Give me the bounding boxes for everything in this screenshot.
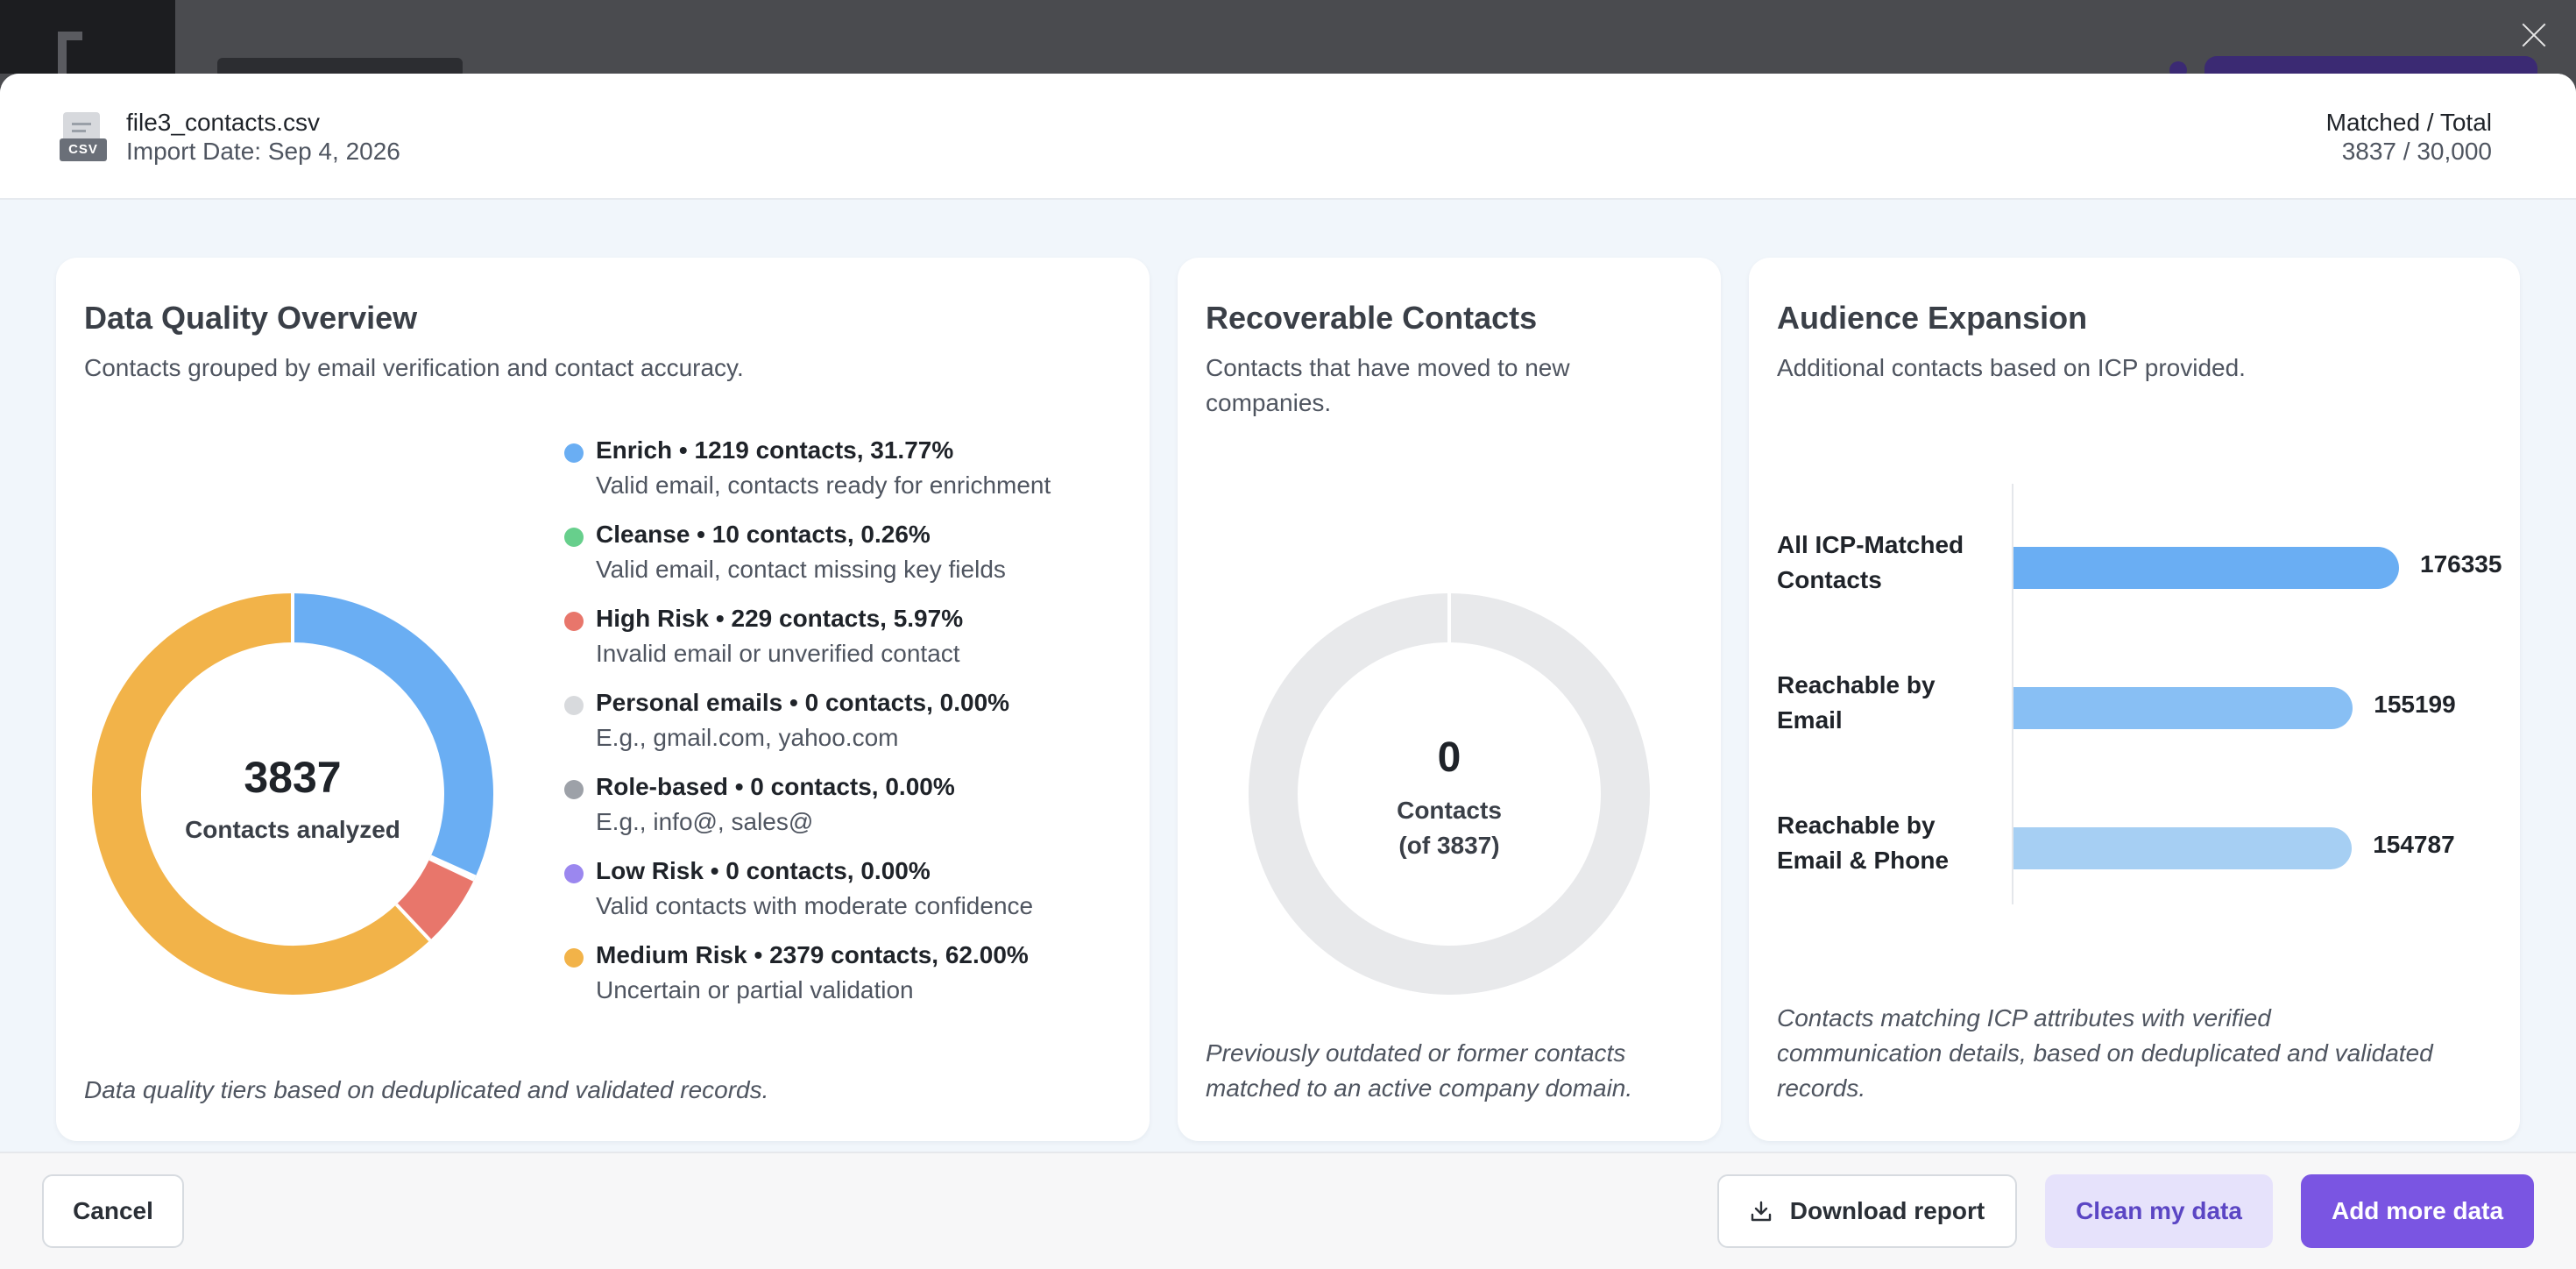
legend-description: Uncertain or partial validation	[596, 976, 914, 1003]
import-date: Import Date: Sep 4, 2026	[126, 138, 400, 165]
legend-dot-icon	[564, 528, 584, 547]
download-report-label: Download report	[1789, 1197, 1985, 1224]
close-icon[interactable]	[2516, 18, 2551, 53]
donut-center-value: 3837	[244, 753, 341, 802]
legend-description: Valid email, contact missing key fields	[596, 556, 1006, 583]
donut-center-label: Contacts analyzed	[185, 816, 400, 843]
download-icon	[1751, 1201, 1771, 1222]
legend-description: E.g., info@, sales@	[596, 808, 814, 835]
legend-description: Valid contacts with moderate confidence	[596, 892, 1034, 919]
legend-meta: • 10 contacts, 0.26%	[690, 521, 931, 548]
legend-description: Valid email, contacts ready for enrichme…	[596, 471, 1051, 499]
legend-dot-icon	[564, 948, 584, 968]
donut-slice-separator	[428, 857, 475, 882]
legend-meta: • 229 contacts, 5.97%	[709, 605, 964, 632]
bar-label: All ICP-Matched Contacts	[1777, 531, 1964, 593]
background-page-title	[217, 58, 463, 79]
legend-item: Personal emails • 0 contacts, 0.00% E.g.,…	[561, 685, 1139, 769]
bar-row: All ICP-Matched Contacts 176335	[1777, 528, 2513, 598]
data-quality-legend: Enrich • 1219 contacts, 31.77% Valid emai…	[561, 433, 1139, 1022]
legend-dot-icon	[564, 696, 584, 715]
donut-slice-separator	[394, 903, 432, 942]
add-more-data-button[interactable]: Add more data	[2301, 1174, 2534, 1248]
recoverable-contacts-card: Recoverable Contacts Contacts that have …	[1178, 258, 1721, 1141]
bar-label: Reachable by Email & Phone	[1777, 812, 1950, 874]
legend-name: Cleanse	[596, 521, 690, 548]
matched-total-label: Matched / Total	[2325, 109, 2492, 136]
legend-dot-icon	[564, 612, 584, 631]
bar	[2013, 687, 2353, 729]
donut-empty-ring	[1249, 593, 1650, 995]
card-title: Audience Expansion	[1777, 300, 2088, 336]
legend-item: Low Risk • 0 contacts, 0.00% Valid contac…	[561, 854, 1139, 938]
file-name: file3_contacts.csv	[126, 109, 320, 136]
data-quality-card: Data Quality Overview Contacts grouped b…	[56, 258, 1150, 1141]
legend-item: Cleanse • 10 contacts, 0.26% Valid email,…	[561, 517, 1139, 601]
card-footnote: Contacts matching ICP attributes with ve…	[1777, 1004, 2433, 1102]
card-subtitle: Additional contacts based on ICP provide…	[1777, 354, 2246, 381]
legend-item: Enrich • 1219 contacts, 31.77% Valid emai…	[561, 433, 1139, 517]
bar-value: 154787	[2373, 831, 2455, 858]
legend-name: High Risk	[596, 605, 710, 632]
legend-dot-icon	[564, 443, 584, 463]
legend-meta: • 1219 contacts, 31.77%	[672, 436, 954, 464]
bar	[2013, 827, 2353, 869]
import-summary-modal: CSV file3_contacts.csv Import Date: Sep …	[0, 74, 2576, 1269]
donut-center-sublabel: (of 3837)	[1398, 832, 1499, 859]
card-footnote: Previously outdated or former contacts m…	[1206, 1039, 1633, 1102]
recoverable-donut-chart: 0 Contacts (of 3837)	[1249, 592, 1650, 995]
legend-name: Personal emails	[596, 689, 783, 716]
donut-slice-medium-risk	[92, 593, 430, 995]
legend-dot-icon	[564, 864, 584, 883]
donut-slice-separator	[429, 854, 477, 879]
donut-slice-enrich	[292, 593, 493, 877]
legend-item: Medium Risk • 2379 contacts, 62.00% Uncer…	[561, 938, 1139, 1022]
legend-description: E.g., gmail.com, yahoo.com	[596, 724, 899, 751]
donut-center-value: 0	[1438, 734, 1461, 781]
modal-header: CSV file3_contacts.csv Import Date: Sep …	[0, 74, 2576, 200]
legend-dot-icon	[564, 780, 584, 799]
data-quality-donut-chart: 3837 Contacts analyzed	[92, 593, 493, 995]
legend-name: Enrich	[596, 436, 673, 464]
bar-value: 155199	[2374, 691, 2456, 718]
card-title: Data Quality Overview	[84, 300, 418, 336]
bar-row: Reachable by Email & Phone 154787	[1777, 808, 2513, 878]
card-title: Recoverable Contacts	[1206, 300, 1538, 336]
bar-axis	[2012, 484, 2013, 904]
legend-meta: • 2379 contacts, 62.00%	[747, 941, 1029, 968]
donut-slice-high-risk	[395, 858, 475, 940]
app-logo	[0, 0, 175, 74]
modal-footer: Cancel Download report Clean my data Add…	[0, 1152, 2576, 1269]
cancel-button[interactable]: Cancel	[42, 1174, 184, 1248]
audience-expansion-card: Audience Expansion Additional contacts b…	[1749, 258, 2520, 1141]
download-report-button[interactable]: Download report	[1717, 1174, 2017, 1248]
legend-meta: • 0 contacts, 0.00%	[782, 689, 1010, 716]
csv-file-icon: CSV	[60, 112, 107, 163]
legend-name: Medium Risk	[596, 941, 747, 968]
card-footnote: Data quality tiers based on deduplicated…	[84, 1076, 769, 1103]
donut-center-label: Contacts	[1397, 797, 1502, 824]
card-subtitle: Contacts that have moved to new companie…	[1206, 354, 1570, 416]
bar-row: Reachable by Email 155199	[1777, 668, 2513, 738]
bar-value: 176335	[2420, 550, 2502, 578]
legend-description: Invalid email or unverified contact	[596, 640, 960, 667]
clean-my-data-button[interactable]: Clean my data	[2045, 1174, 2273, 1248]
matched-total-value: 3837 / 30,000	[2341, 138, 2492, 165]
legend-meta: • 0 contacts, 0.00%	[703, 857, 931, 884]
legend-item: High Risk • 229 contacts, 5.97% Invalid e…	[561, 601, 1139, 685]
legend-name: Low Risk	[596, 857, 704, 884]
legend-item: Role-based • 0 contacts, 0.00% E.g., info…	[561, 769, 1139, 854]
card-subtitle: Contacts grouped by email verification a…	[84, 354, 744, 381]
bar	[2013, 547, 2399, 589]
audience-bar-chart: All ICP-Matched Contacts 176335 Reachable b…	[1777, 484, 2513, 904]
bar-label: Reachable by Email	[1777, 671, 1936, 734]
legend-name: Role-based	[596, 773, 728, 800]
legend-meta: • 0 contacts, 0.00%	[727, 773, 955, 800]
